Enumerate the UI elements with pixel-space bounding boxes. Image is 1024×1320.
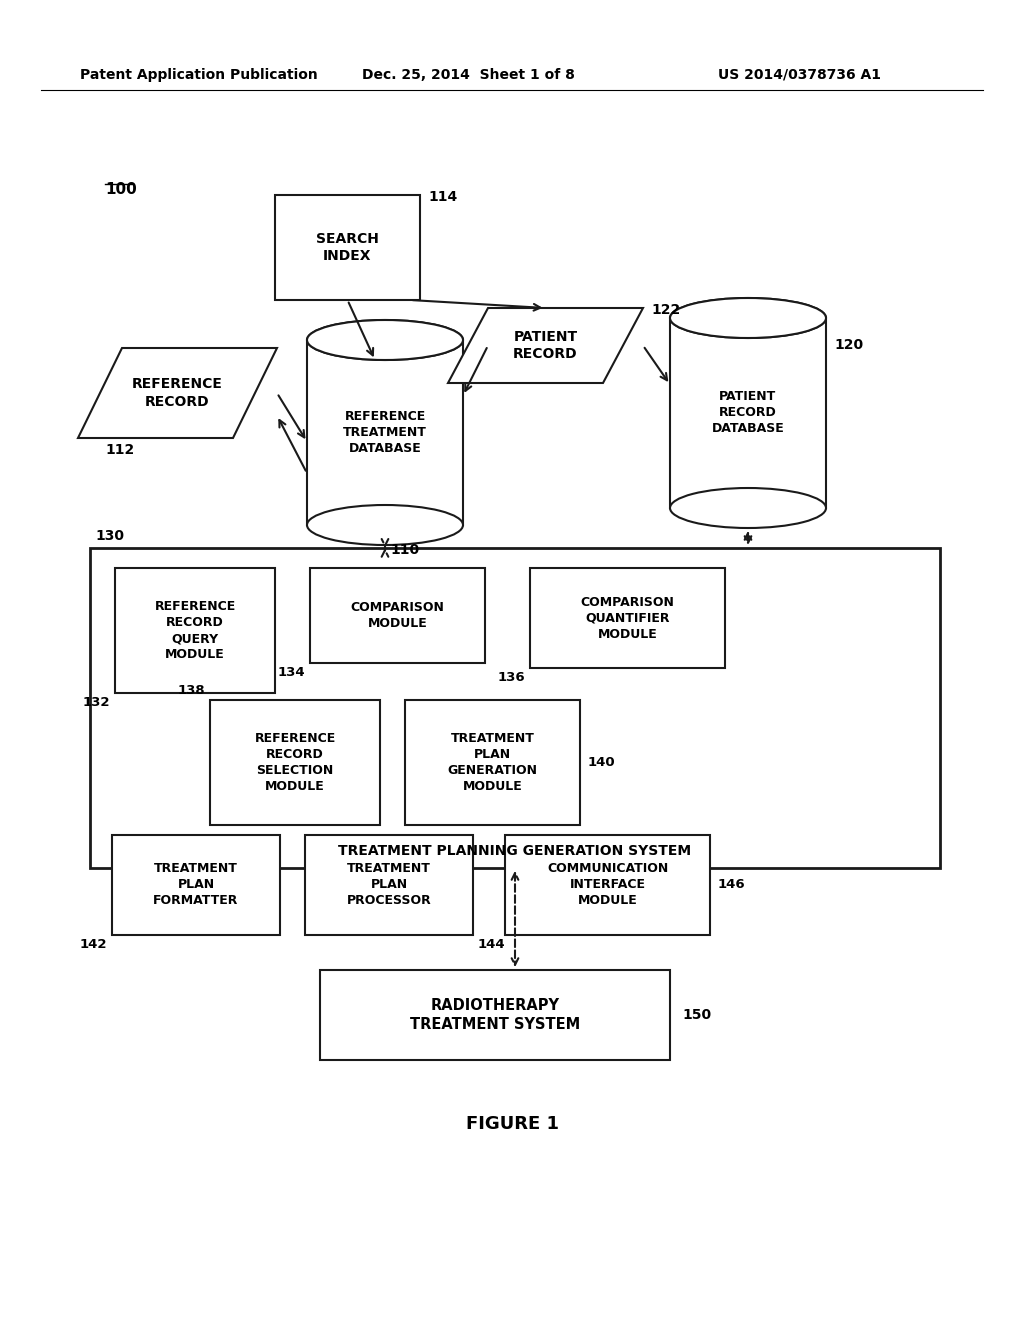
Text: 110: 110 bbox=[390, 543, 419, 557]
Bar bbox=[670, 318, 826, 508]
Polygon shape bbox=[449, 308, 643, 383]
Bar bbox=[112, 836, 280, 935]
Text: 144: 144 bbox=[478, 939, 506, 950]
Ellipse shape bbox=[670, 298, 826, 338]
Text: TREATMENT
PLAN
GENERATION
MODULE: TREATMENT PLAN GENERATION MODULE bbox=[447, 733, 538, 793]
Text: 132: 132 bbox=[83, 696, 110, 709]
Text: 138: 138 bbox=[177, 684, 205, 697]
Bar bbox=[307, 341, 463, 525]
Ellipse shape bbox=[307, 506, 463, 545]
Text: US 2014/0378736 A1: US 2014/0378736 A1 bbox=[718, 69, 881, 82]
Bar bbox=[319, 970, 670, 1060]
Text: 120: 120 bbox=[834, 338, 863, 352]
Text: 114: 114 bbox=[428, 190, 458, 205]
Polygon shape bbox=[78, 348, 278, 438]
Text: 150: 150 bbox=[682, 1008, 711, 1022]
Text: SEARCH
INDEX: SEARCH INDEX bbox=[316, 232, 379, 263]
Bar bbox=[115, 568, 275, 693]
Text: 130: 130 bbox=[95, 529, 124, 543]
Text: FIGURE 1: FIGURE 1 bbox=[466, 1115, 558, 1133]
Text: Patent Application Publication: Patent Application Publication bbox=[80, 69, 317, 82]
Text: 112: 112 bbox=[105, 444, 134, 457]
Bar bbox=[530, 568, 725, 668]
Text: TREATMENT
PLAN
FORMATTER: TREATMENT PLAN FORMATTER bbox=[154, 862, 239, 908]
Text: 146: 146 bbox=[718, 879, 745, 891]
Text: RADIOTHERAPY
TREATMENT SYSTEM: RADIOTHERAPY TREATMENT SYSTEM bbox=[410, 998, 581, 1032]
Text: REFERENCE
RECORD
QUERY
MODULE: REFERENCE RECORD QUERY MODULE bbox=[155, 601, 236, 661]
Text: TREATMENT PLANNING GENERATION SYSTEM: TREATMENT PLANNING GENERATION SYSTEM bbox=[339, 843, 691, 858]
Text: 140: 140 bbox=[588, 756, 615, 770]
Bar bbox=[310, 568, 485, 663]
Ellipse shape bbox=[307, 319, 463, 360]
Ellipse shape bbox=[670, 488, 826, 528]
Ellipse shape bbox=[670, 298, 826, 338]
Text: TREATMENT
PLAN
PROCESSOR: TREATMENT PLAN PROCESSOR bbox=[347, 862, 431, 908]
Bar bbox=[406, 700, 580, 825]
Bar bbox=[305, 836, 473, 935]
Text: PATIENT
RECORD: PATIENT RECORD bbox=[513, 330, 578, 362]
Text: REFERENCE
TREATMENT
DATABASE: REFERENCE TREATMENT DATABASE bbox=[343, 411, 427, 455]
Text: 122: 122 bbox=[651, 304, 680, 317]
Bar bbox=[210, 700, 380, 825]
Text: COMPARISON
MODULE: COMPARISON MODULE bbox=[350, 601, 444, 630]
Text: 142: 142 bbox=[80, 939, 106, 950]
Text: PATIENT
RECORD
DATABASE: PATIENT RECORD DATABASE bbox=[712, 391, 784, 436]
Bar bbox=[505, 836, 710, 935]
Bar bbox=[275, 195, 420, 300]
Text: REFERENCE
RECORD: REFERENCE RECORD bbox=[132, 378, 223, 409]
Text: 100: 100 bbox=[105, 182, 137, 197]
Text: 136: 136 bbox=[498, 671, 525, 684]
Bar bbox=[90, 548, 940, 869]
Text: COMPARISON
QUANTIFIER
MODULE: COMPARISON QUANTIFIER MODULE bbox=[581, 595, 675, 640]
Text: Dec. 25, 2014  Sheet 1 of 8: Dec. 25, 2014 Sheet 1 of 8 bbox=[362, 69, 574, 82]
Text: 134: 134 bbox=[278, 667, 305, 678]
Ellipse shape bbox=[307, 319, 463, 360]
Text: COMMUNICATION
INTERFACE
MODULE: COMMUNICATION INTERFACE MODULE bbox=[547, 862, 668, 908]
Text: REFERENCE
RECORD
SELECTION
MODULE: REFERENCE RECORD SELECTION MODULE bbox=[254, 733, 336, 793]
